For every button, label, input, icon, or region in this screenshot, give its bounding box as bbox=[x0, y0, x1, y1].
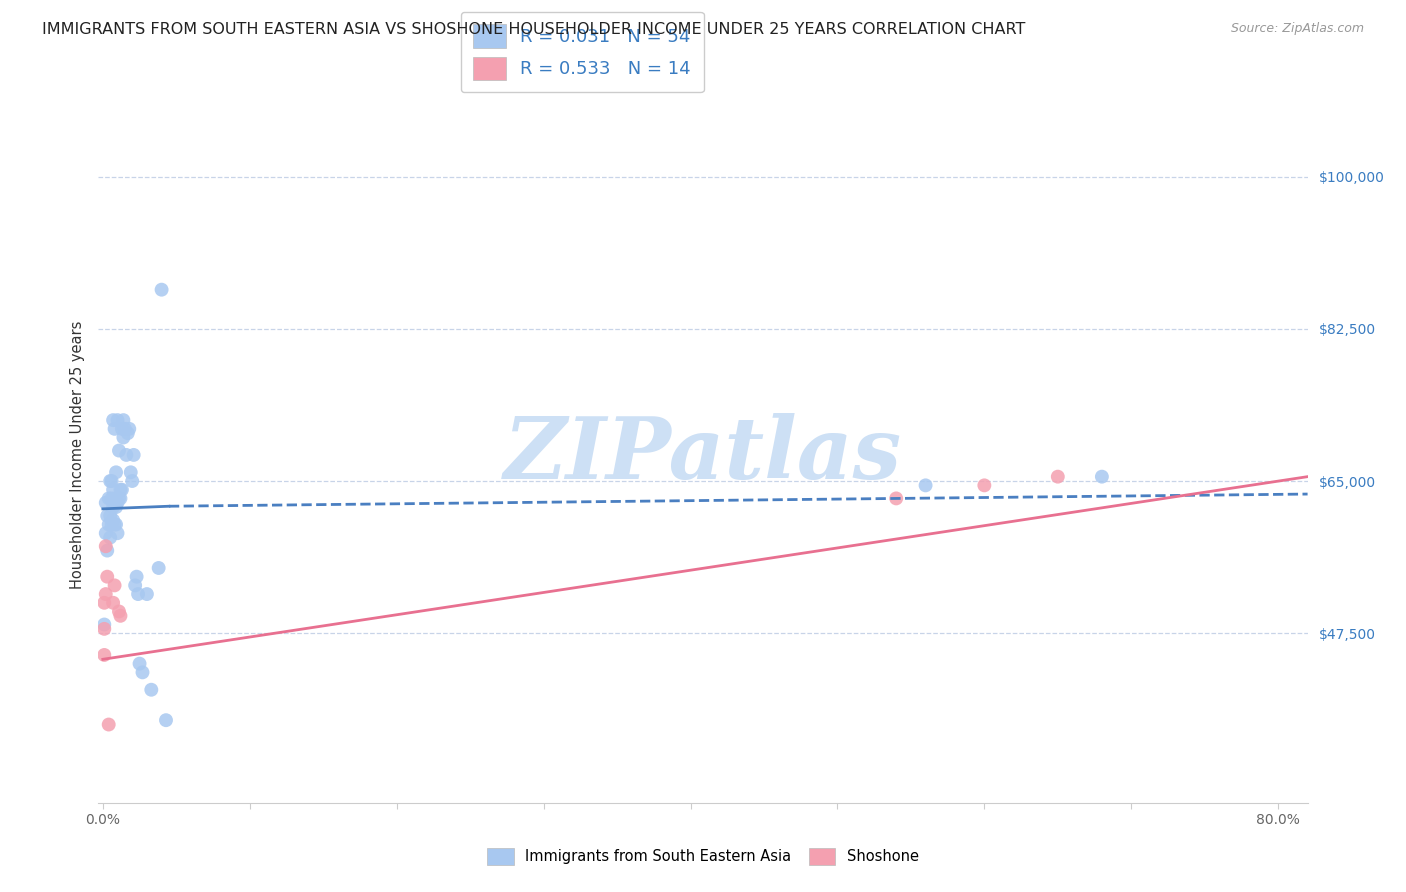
Point bbox=[108, 491, 131, 506]
Point bbox=[105, 500, 128, 514]
Point bbox=[100, 474, 122, 488]
Point bbox=[100, 491, 122, 506]
Point bbox=[103, 496, 125, 510]
Point bbox=[101, 500, 124, 514]
Point bbox=[114, 422, 136, 436]
Point bbox=[108, 443, 131, 458]
Point bbox=[94, 526, 117, 541]
Point bbox=[96, 570, 118, 584]
Point bbox=[127, 587, 149, 601]
Point bbox=[110, 491, 132, 506]
Point bbox=[101, 596, 124, 610]
Point bbox=[103, 422, 125, 436]
Legend: Immigrants from South Eastern Asia, Shoshone: Immigrants from South Eastern Asia, Shos… bbox=[481, 842, 925, 871]
Point bbox=[117, 426, 139, 441]
Point bbox=[135, 587, 157, 601]
Point bbox=[101, 513, 124, 527]
Point bbox=[93, 617, 115, 632]
Point bbox=[107, 496, 129, 510]
Point bbox=[118, 422, 141, 436]
Point bbox=[93, 622, 115, 636]
Point bbox=[124, 578, 146, 592]
Point bbox=[122, 448, 145, 462]
Point bbox=[110, 608, 132, 623]
Point bbox=[155, 713, 177, 727]
Point bbox=[94, 496, 117, 510]
Point bbox=[98, 531, 121, 545]
Y-axis label: Householder Income Under 25 years: Householder Income Under 25 years bbox=[69, 321, 84, 589]
Point bbox=[98, 508, 121, 523]
Point bbox=[111, 483, 134, 497]
Point bbox=[884, 491, 907, 506]
Point bbox=[112, 431, 135, 445]
Point bbox=[101, 413, 124, 427]
Point bbox=[121, 474, 143, 488]
Point bbox=[914, 478, 936, 492]
Point bbox=[120, 466, 142, 480]
Point bbox=[98, 474, 121, 488]
Point bbox=[128, 657, 150, 671]
Text: ZIPatlas: ZIPatlas bbox=[503, 413, 903, 497]
Point bbox=[96, 508, 118, 523]
Point bbox=[105, 466, 128, 480]
Point bbox=[103, 578, 125, 592]
Point bbox=[94, 587, 117, 601]
Point bbox=[1091, 469, 1114, 483]
Point bbox=[111, 422, 134, 436]
Point bbox=[97, 717, 120, 731]
Point bbox=[100, 517, 122, 532]
Legend: R = 0.031   N = 54, R = 0.533   N = 14: R = 0.031 N = 54, R = 0.533 N = 14 bbox=[461, 12, 703, 93]
Point bbox=[141, 682, 163, 697]
Point bbox=[107, 413, 129, 427]
Text: Source: ZipAtlas.com: Source: ZipAtlas.com bbox=[1230, 22, 1364, 36]
Point bbox=[103, 517, 125, 532]
Text: IMMIGRANTS FROM SOUTH EASTERN ASIA VS SHOSHONE HOUSEHOLDER INCOME UNDER 25 YEARS: IMMIGRANTS FROM SOUTH EASTERN ASIA VS SH… bbox=[42, 22, 1025, 37]
Point bbox=[110, 483, 132, 497]
Point bbox=[96, 543, 118, 558]
Point bbox=[97, 491, 120, 506]
Point bbox=[101, 483, 124, 497]
Point bbox=[112, 413, 135, 427]
Point bbox=[97, 517, 120, 532]
Point bbox=[148, 561, 170, 575]
Point bbox=[150, 283, 173, 297]
Point bbox=[973, 478, 995, 492]
Point bbox=[107, 526, 129, 541]
Point bbox=[1046, 469, 1069, 483]
Point bbox=[93, 596, 115, 610]
Point bbox=[105, 491, 128, 506]
Point bbox=[105, 517, 128, 532]
Point bbox=[108, 605, 131, 619]
Point bbox=[115, 448, 138, 462]
Point bbox=[94, 539, 117, 553]
Point bbox=[131, 665, 153, 680]
Point bbox=[93, 648, 115, 662]
Point bbox=[125, 570, 148, 584]
